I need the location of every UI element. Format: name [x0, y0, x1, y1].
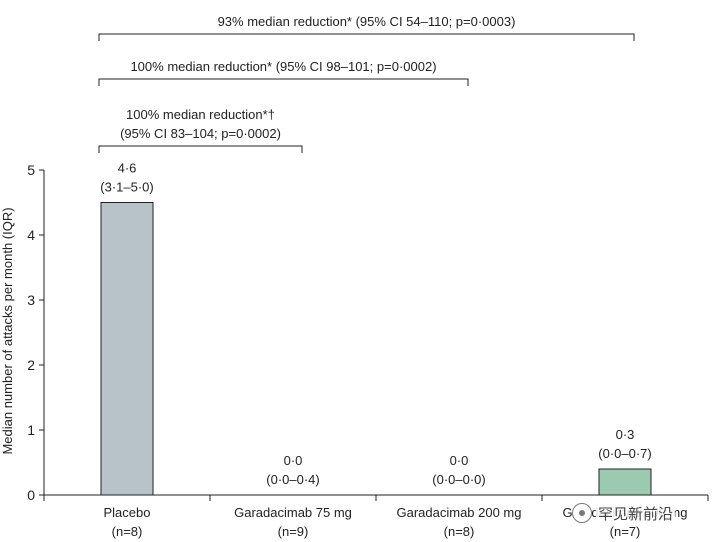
- y-tick-label: 1: [27, 422, 35, 438]
- bars: [100, 202, 652, 496]
- x-tick-label: Placebo: [104, 505, 151, 520]
- comparison-bracket: [98, 78, 469, 86]
- iqr-label: (0·0–0·7): [598, 446, 651, 461]
- iqr-label: (0·0–0·4): [266, 472, 319, 487]
- comparison-label: 93% median reduction* (95% CI 54–110; p=…: [218, 14, 516, 29]
- iqr-label: (3·1–5·0): [100, 180, 153, 195]
- bar: [598, 468, 652, 496]
- y-tick-label: 5: [27, 162, 35, 178]
- watermark: 罕见新前沿: [572, 500, 702, 526]
- bar-labels: 4·6 (3·1–5·0) 0·0 (0·0–0·4) 0·0 (0·0–0·0) 0·3 (…: [100, 161, 651, 488]
- wechat-icon: [572, 503, 592, 523]
- data-label: 0·0: [284, 453, 303, 468]
- x-tick-n-label: (n=8): [112, 524, 143, 539]
- y-tick-label: 2: [27, 357, 35, 373]
- data-label: 0·0: [450, 453, 469, 468]
- comparison-label: 100% median reduction* (95% CI 98–101; p…: [130, 59, 436, 74]
- comparison-bracket: [98, 145, 303, 153]
- iqr-label: (0·0–0·0): [432, 472, 485, 487]
- comparison-label: 100% median reduction*†: [126, 107, 275, 122]
- y-axis: 0 1 2 3 4 5: [27, 162, 45, 503]
- comparison-label: (95% CI 83–104; p=0·0002): [120, 126, 281, 141]
- data-label: 4·6: [118, 161, 137, 176]
- y-tick-label: 4: [27, 227, 35, 243]
- x-tick-label: Garadacimab 200 mg: [396, 505, 521, 520]
- x-tick-label: Garadacimab 75 mg: [234, 505, 352, 520]
- comparison-bracket: [98, 33, 635, 41]
- x-tick-n-label: (n=9): [278, 524, 309, 539]
- x-tick-n-label: (n=7): [610, 524, 641, 539]
- x-tick-n-label: (n=8): [444, 524, 475, 539]
- y-tick-label: 0: [27, 487, 35, 503]
- watermark-text: 罕见新前沿: [596, 502, 676, 524]
- y-tick-label: 3: [27, 292, 35, 308]
- bar: [100, 202, 154, 496]
- y-axis-label: Median number of attacks per month (IQR): [0, 207, 15, 454]
- data-label: 0·3: [616, 427, 635, 442]
- comparison-brackets: 100% median reduction*† (95% CI 83–104; p…: [98, 14, 635, 153]
